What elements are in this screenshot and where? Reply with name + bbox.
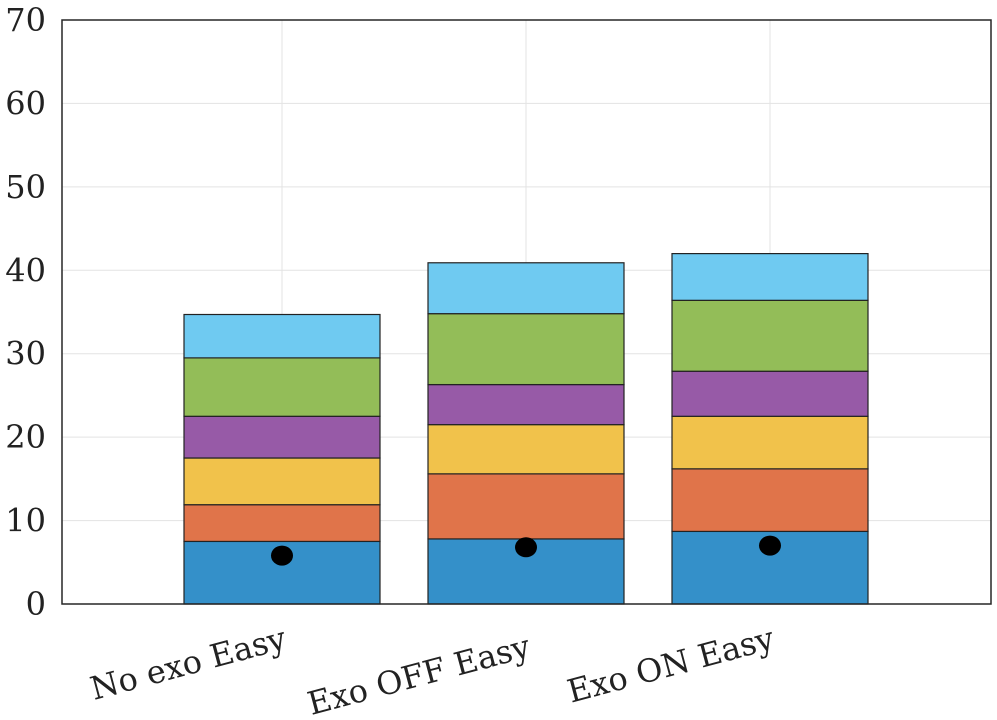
x-tick-labels: No exo Easy Exo OFF Easy Exo ON Easy	[86, 619, 778, 720]
y-tick-label: 50	[5, 168, 46, 206]
bar-segment	[183, 415, 381, 459]
y-tick-label: 60	[5, 84, 46, 122]
bar-segment	[183, 357, 381, 417]
y-tick-label: 0	[26, 585, 46, 623]
bar-segment	[427, 473, 625, 540]
bar-segment	[671, 468, 869, 533]
x-tick-label: No exo Easy	[86, 619, 290, 708]
bar-segment	[427, 262, 625, 315]
bar-segment	[671, 253, 869, 301]
bar-segment	[671, 415, 869, 470]
bar-segment	[183, 457, 381, 506]
marker-point	[759, 535, 781, 556]
bar-segment	[671, 299, 869, 372]
y-tick-label: 10	[5, 502, 46, 540]
bar-segment	[427, 313, 625, 386]
y-tick-labels: 0 10 20 30 40 50 60 70	[5, 1, 46, 623]
bar-segment	[183, 313, 381, 359]
marker-point	[271, 545, 293, 566]
x-tick-label: Exo OFF Easy	[303, 627, 534, 720]
bar-segment	[183, 504, 381, 543]
y-tick-label: 20	[5, 418, 46, 456]
bar-segment	[427, 383, 625, 426]
axes-box	[61, 19, 992, 605]
bar-segment	[671, 370, 869, 417]
y-tick-label: 30	[5, 335, 46, 373]
marker-points	[271, 535, 781, 566]
bar-segment	[427, 424, 625, 475]
y-tick-label: 40	[5, 251, 46, 289]
marker-point	[515, 537, 537, 558]
y-tick-label: 70	[5, 1, 46, 39]
bar-stacks	[183, 253, 869, 605]
x-tick-label: Exo ON Easy	[563, 619, 778, 711]
